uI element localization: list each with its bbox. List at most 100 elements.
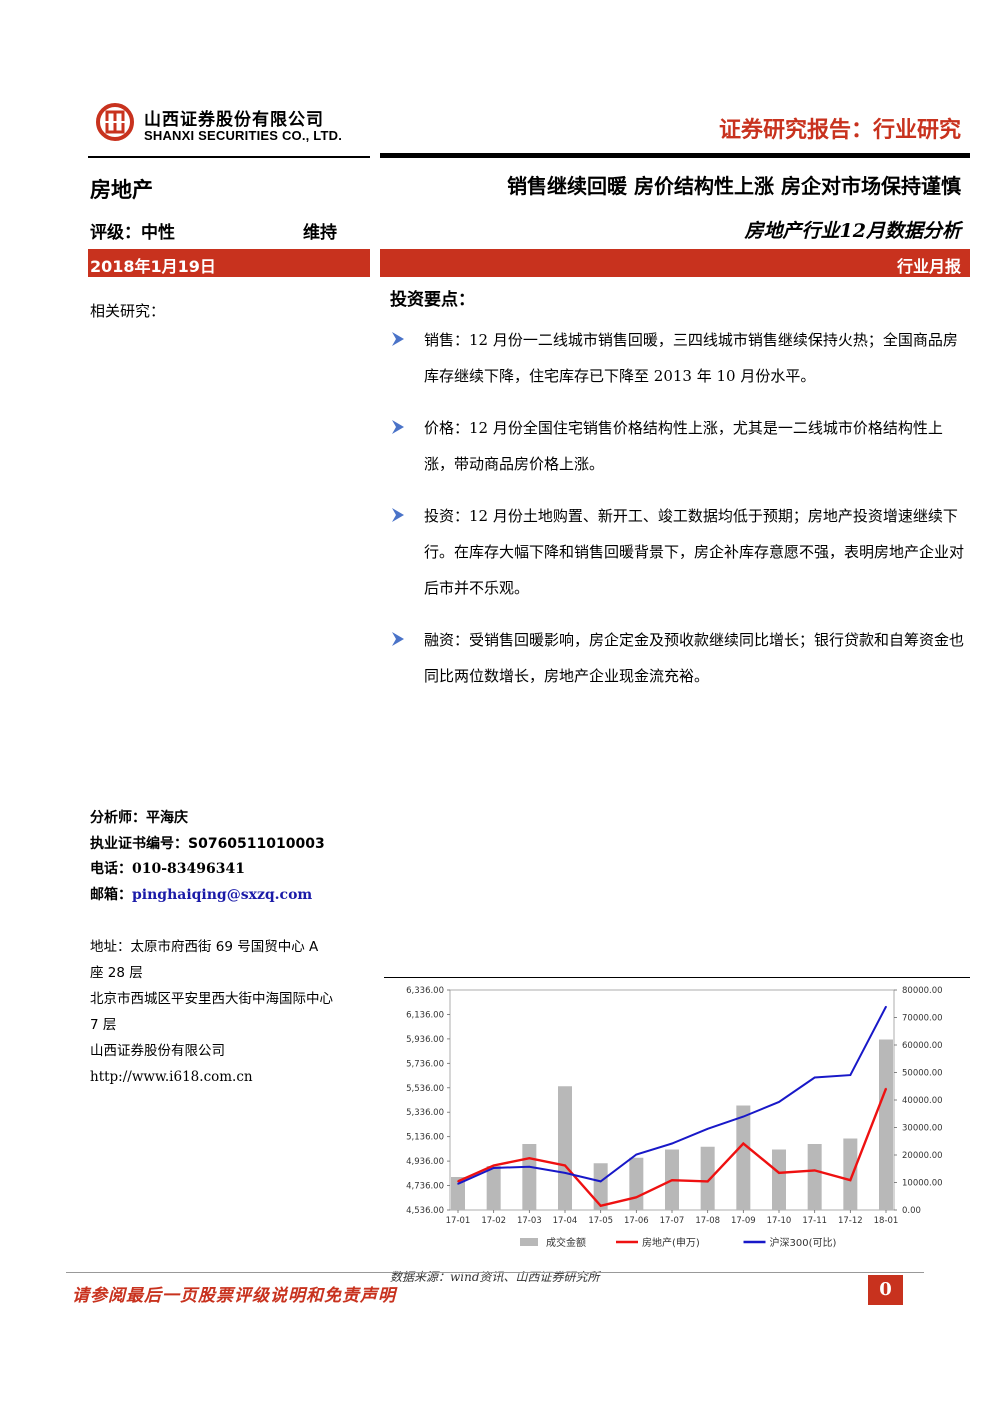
series-point: [457, 1183, 459, 1185]
right-axis-tick-label: 0.00: [902, 1206, 921, 1216]
footer-disclaimer: 请参阅最后一页股票评级说明和免责声明: [72, 1286, 396, 1306]
list-item: 投资：12 月份土地购置、新开工、竣工数据均低于预期；房地产投资增速继续下行。在…: [388, 498, 970, 606]
left-axis-tick-label: 5,736.00: [406, 1059, 444, 1069]
right-axis-tick-label: 70000.00: [902, 1014, 943, 1024]
report-kind-bar: [380, 249, 970, 277]
report-type: 证券研究报告：行业研究: [718, 118, 961, 143]
cert-label: 执业证书编号：: [90, 835, 188, 852]
volume-bar: [629, 1157, 644, 1210]
header-rule-left: [88, 156, 370, 158]
market-chart: 6,336.00 6,136.00 5,936.00 5,736.00 5,536.00…: [406, 986, 943, 1249]
series-point: [492, 1164, 495, 1167]
arrow-bullet-icon: [392, 420, 404, 434]
series-point: [813, 1169, 816, 1172]
address-line: 座 28 层: [90, 965, 143, 981]
series-point: [778, 1172, 780, 1174]
sector-label: 房地产: [90, 178, 153, 202]
x-axis-tick-label: 17-08: [695, 1216, 720, 1226]
volume-bar: [486, 1166, 501, 1210]
volume-bar: [558, 1086, 572, 1210]
arrow-bullet-icon: [392, 632, 404, 646]
right-axis-tick-label: 40000.00: [902, 1096, 943, 1106]
address-line: 7 层: [90, 1017, 117, 1033]
right-axis-tick-label: 60000.00: [902, 1041, 943, 1051]
cert-number: S0760511010003: [188, 835, 325, 852]
series-point: [564, 1172, 566, 1174]
series-point: [528, 1157, 531, 1159]
date-bar: [88, 249, 370, 277]
x-axis-tick-label: 17-10: [767, 1216, 792, 1226]
series-point: [849, 1074, 852, 1076]
related-research-label: 相关研究：: [90, 302, 166, 320]
header-rule-right: [380, 153, 970, 158]
volume-bar: [593, 1163, 608, 1210]
analyst-label: 分析师：: [90, 810, 146, 826]
right-axis-tick-label: 20000.00: [902, 1151, 943, 1161]
x-axis-tick-label: 17-01: [446, 1216, 471, 1226]
left-axis-tick-label: 5,536.00: [406, 1084, 444, 1094]
company-logo: [96, 103, 134, 141]
list-item: 价格：12 月份全国住宅销售价格结构性上涨，尤其是一二线城市价格结构性上涨，带动…: [388, 410, 970, 482]
chart-source: 数据来源：wind资讯、山西证券研究所: [390, 1270, 600, 1284]
series-point: [778, 1101, 780, 1103]
left-axis-tick-label: 5,136.00: [406, 1133, 444, 1143]
address-line: 地址：太原市府西街 69 号国贸中心 A: [90, 939, 319, 955]
x-axis-tick-label: 17-12: [838, 1216, 863, 1226]
analyst-name: 平海庆: [146, 810, 188, 826]
series-point: [599, 1205, 602, 1207]
x-axis-tick-label: 17-05: [588, 1216, 613, 1226]
series-point: [564, 1164, 566, 1167]
website-link[interactable]: http://www.i618.com.cn: [90, 1069, 253, 1085]
left-axis-tick-label: 4,536.00: [406, 1206, 444, 1216]
legend-label: 房地产(申万): [642, 1236, 700, 1249]
volume-bar: [772, 1149, 786, 1210]
x-axis-tick-label: 18-01: [874, 1216, 899, 1226]
series-point: [457, 1180, 459, 1183]
footer-rule: [66, 1272, 924, 1273]
series-point: [599, 1180, 602, 1183]
page-number: 0: [868, 1275, 903, 1305]
series-point: [671, 1142, 673, 1145]
x-axis-tick-label: 17-11: [802, 1216, 827, 1226]
phone-number: 010-83496341: [132, 861, 245, 877]
series-point: [849, 1179, 852, 1181]
list-item: 融资：受销售回暖影响，房企定金及预收款继续同比增长；银行贷款和自筹资金也同比两位…: [388, 622, 970, 694]
key-point-text: 价格：12 月份全国住宅销售价格结构性上涨，尤其是一二线城市价格结构性上涨，带动…: [424, 419, 943, 473]
volume-bar: [700, 1146, 715, 1210]
legend-label: 沪深300(可比): [770, 1236, 837, 1249]
right-axis-tick-label: 50000.00: [902, 1069, 943, 1079]
x-axis-tick-label: 17-09: [731, 1216, 756, 1226]
arrow-bullet-icon: [392, 332, 404, 346]
left-axis-tick-label: 4,736.00: [406, 1182, 444, 1192]
left-axis-tick-label: 6,336.00: [406, 986, 444, 996]
right-axis-tick-label: 10000.00: [902, 1179, 943, 1189]
address-line: 北京市西城区平安里西大街中海国际中心: [90, 991, 333, 1007]
left-axis-tick-label: 5,936.00: [406, 1035, 444, 1045]
series-point: [528, 1165, 531, 1168]
x-axis-tick-label: 17-06: [624, 1216, 649, 1226]
key-point-text: 投资：12 月份土地购置、新开工、竣工数据均低于预期；房地产投资增速继续下行。在…: [424, 507, 965, 597]
list-item: 销售：12 月份一二线城市销售回暖，三四线城市销售继续保持火热；全国商品房库存继…: [388, 322, 970, 394]
right-axis-tick-label: 80000.00: [902, 986, 943, 996]
series-point: [706, 1180, 709, 1183]
email-link[interactable]: pinghaiqing@sxzq.com: [132, 886, 313, 903]
rating-action: 维持: [303, 223, 337, 243]
volume-bar: [807, 1144, 822, 1210]
left-axis-tick-label: 5,336.00: [406, 1108, 444, 1118]
series-point: [635, 1196, 638, 1199]
legend-label: 成交金额: [546, 1236, 586, 1249]
x-axis-tick-label: 17-04: [553, 1216, 578, 1226]
analyst-info: 分析师：平海庆 执业证书编号：S0760511010003 电话：010-834…: [90, 806, 325, 908]
key-point-text: 销售：12 月份一二线城市销售回暖，三四线城市销售继续保持火热；全国商品房库存继…: [424, 331, 958, 385]
report-subtitle: 房地产行业12月数据分析: [744, 220, 961, 242]
x-axis-tick-label: 17-07: [660, 1216, 685, 1226]
series-point: [635, 1153, 638, 1156]
series-point: [671, 1179, 673, 1181]
left-axis-tick-label: 6,136.00: [406, 1010, 444, 1020]
series-point: [742, 1142, 745, 1145]
key-points-title: 投资要点：: [390, 290, 475, 310]
volume-bar: [879, 1039, 893, 1210]
series-point: [742, 1115, 745, 1118]
legend-swatch: [520, 1238, 538, 1246]
report-headline: 销售继续回暖 房价结构性上涨 房企对市场保持谨慎: [507, 174, 961, 198]
